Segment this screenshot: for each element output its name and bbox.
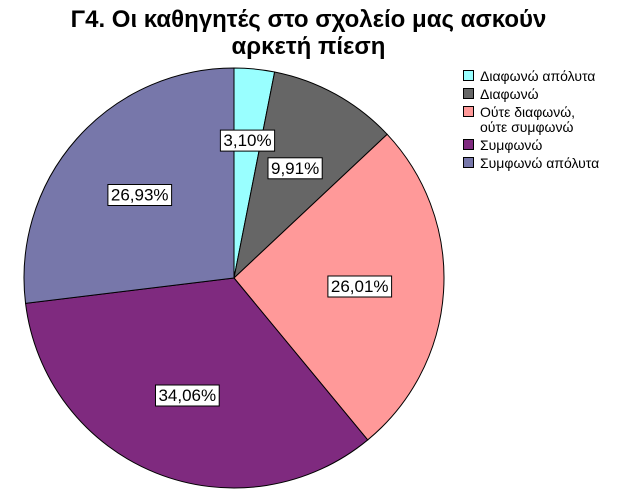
legend-swatch	[463, 70, 474, 81]
legend-swatch	[463, 157, 474, 168]
data-label: 34,06%	[155, 384, 220, 407]
data-label-box	[327, 275, 393, 298]
legend-item: Διαφωνώ	[463, 87, 617, 102]
legend-item: Διαφωνώ απόλυτα	[463, 69, 617, 84]
chart-title: Γ4. Οι καθηγητές στο σχολείο μας ασκούν …	[0, 6, 617, 60]
data-label-text: 3,10%	[223, 131, 271, 150]
legend-label: Διαφωνώ απόλυτα	[480, 68, 596, 84]
data-label-text: 26,93%	[111, 186, 169, 205]
pie-slice	[24, 277, 369, 489]
data-label-box	[267, 157, 323, 180]
data-label-box	[107, 184, 173, 206]
legend-label: Συμφωνώ	[480, 137, 543, 153]
data-label-box	[219, 129, 276, 152]
legend-item: Συμφωνώ απόλυτα	[463, 156, 617, 171]
chart-title-line-1: Γ4. Οι καθηγητές στο σχολείο μας ασκούν	[70, 6, 547, 33]
data-label: 26,01%	[327, 275, 393, 298]
data-label-box	[155, 384, 220, 407]
data-label-text: 26,01%	[331, 277, 389, 296]
data-label: 9,91%	[267, 157, 323, 180]
data-label-text: 34,06%	[158, 386, 216, 405]
legend-swatch	[463, 139, 474, 150]
legend-swatch	[463, 88, 474, 99]
legend-swatch	[463, 106, 474, 117]
legend-label: Συμφωνώ απόλυτα	[480, 155, 600, 171]
legend: Διαφωνώ απόλυτα Διαφωνώ Ούτε διαφωνώ, ού…	[463, 69, 617, 174]
data-label: 26,93%	[107, 184, 173, 206]
legend-item: Συμφωνώ	[463, 138, 617, 153]
chart-title-line-2: αρκετή πίεση	[231, 33, 386, 60]
legend-label: Ούτε διαφωνώ, ούτε συμφωνώ	[480, 104, 576, 135]
legend-item: Ούτε διαφωνώ, ούτε συμφωνώ	[463, 105, 617, 135]
data-label-text: 9,91%	[271, 159, 319, 178]
data-label: 3,10%	[219, 129, 276, 152]
legend-label: Διαφωνώ	[480, 86, 539, 102]
